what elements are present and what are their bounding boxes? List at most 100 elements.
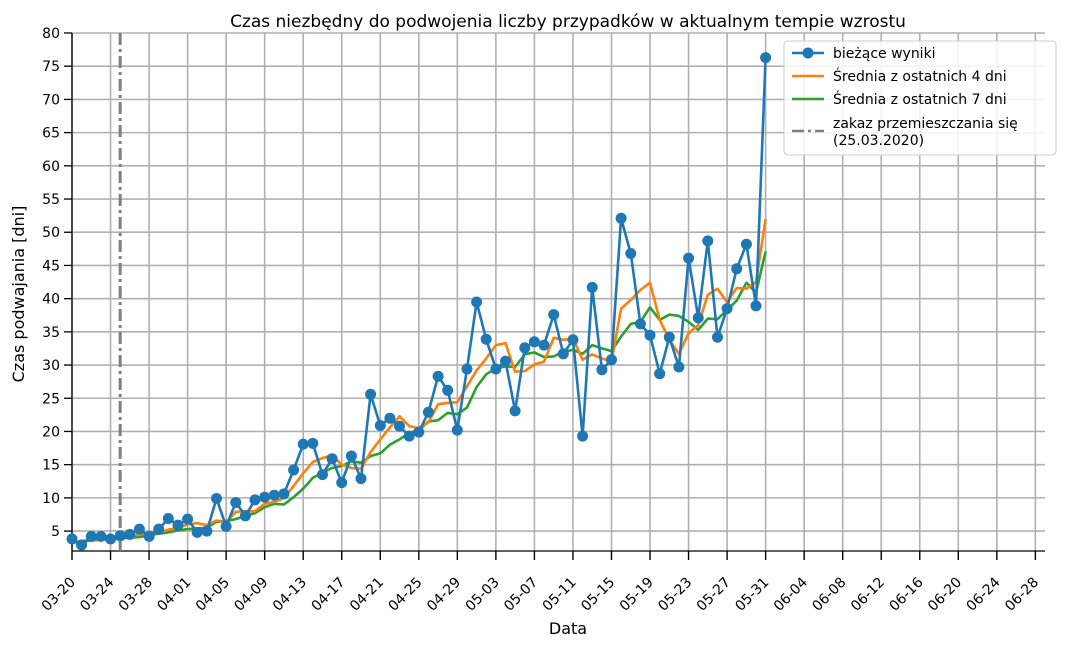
data-point bbox=[683, 252, 695, 264]
data-point bbox=[259, 491, 271, 503]
data-point bbox=[509, 405, 521, 417]
data-point bbox=[413, 426, 425, 438]
data-point bbox=[451, 424, 463, 436]
data-point bbox=[66, 533, 78, 545]
data-point bbox=[606, 354, 617, 366]
legend-label: zakaz przemieszczania się bbox=[833, 116, 1018, 132]
data-point bbox=[625, 248, 637, 259]
data-point bbox=[95, 530, 107, 542]
data-point bbox=[692, 312, 704, 324]
data-point bbox=[114, 530, 126, 542]
data-point bbox=[731, 263, 743, 275]
data-point bbox=[538, 339, 550, 351]
data-point bbox=[394, 420, 405, 432]
y-tick-label: 80 bbox=[42, 26, 60, 42]
data-point bbox=[712, 331, 723, 343]
data-point bbox=[105, 533, 116, 545]
data-point bbox=[644, 329, 656, 341]
data-point bbox=[673, 361, 685, 373]
data-point bbox=[548, 309, 560, 321]
data-point bbox=[596, 364, 608, 376]
data-point bbox=[750, 300, 762, 312]
data-point bbox=[519, 342, 531, 354]
legend-box bbox=[783, 40, 1057, 156]
data-point bbox=[422, 406, 434, 418]
y-tick-label: 25 bbox=[42, 391, 60, 407]
data-point bbox=[500, 355, 511, 367]
data-point bbox=[249, 494, 261, 506]
data-point bbox=[432, 370, 444, 382]
data-point bbox=[162, 513, 174, 524]
data-point bbox=[143, 530, 155, 542]
data-point bbox=[403, 430, 415, 442]
data-point bbox=[634, 318, 646, 330]
legend-marker bbox=[802, 47, 814, 59]
data-point bbox=[85, 530, 97, 542]
data-point bbox=[124, 528, 136, 540]
data-point bbox=[355, 473, 367, 485]
data-point bbox=[374, 420, 386, 431]
data-point bbox=[480, 333, 492, 345]
y-tick-label: 45 bbox=[42, 258, 60, 274]
y-tick-label: 65 bbox=[42, 126, 60, 142]
data-point bbox=[230, 497, 242, 508]
y-tick-label: 40 bbox=[42, 292, 60, 308]
data-point bbox=[702, 235, 714, 247]
data-point bbox=[760, 52, 772, 64]
y-tick-label: 20 bbox=[42, 424, 60, 440]
x-axis-label: Data bbox=[549, 619, 587, 638]
data-point bbox=[663, 331, 675, 343]
data-point bbox=[336, 477, 348, 489]
legend-label: Średnia z ostatnich 7 dni bbox=[833, 90, 1007, 108]
data-point bbox=[326, 453, 338, 465]
y-axis-label: Czas podwajania [dni] bbox=[9, 206, 28, 383]
chart-title: Czas niezbędny do podwojenia liczby przy… bbox=[230, 12, 906, 32]
data-point bbox=[615, 212, 627, 224]
data-point bbox=[201, 525, 213, 537]
legend-label: (25.03.2020) bbox=[833, 133, 924, 149]
data-point bbox=[278, 488, 290, 500]
data-point bbox=[528, 336, 540, 348]
data-point bbox=[239, 510, 251, 522]
data-point bbox=[182, 513, 194, 525]
data-point bbox=[76, 539, 88, 551]
y-tick-label: 50 bbox=[42, 225, 60, 241]
y-tick-label: 5 bbox=[51, 524, 60, 540]
data-point bbox=[297, 438, 309, 450]
data-point bbox=[133, 523, 145, 535]
data-point bbox=[490, 363, 502, 375]
y-tick-label: 60 bbox=[42, 159, 60, 175]
legend-label: bieżące wyniki bbox=[833, 46, 936, 62]
data-point bbox=[191, 526, 203, 538]
y-tick-label: 35 bbox=[42, 325, 60, 341]
data-point bbox=[172, 519, 184, 531]
series-lines bbox=[66, 52, 772, 551]
data-point bbox=[365, 388, 377, 400]
y-tick-label: 30 bbox=[42, 358, 60, 374]
data-point bbox=[345, 450, 357, 462]
data-point bbox=[442, 384, 454, 396]
data-point bbox=[211, 493, 222, 504]
data-point bbox=[268, 489, 280, 501]
data-point bbox=[654, 368, 666, 380]
data-point bbox=[307, 437, 319, 449]
data-point bbox=[384, 412, 396, 424]
legend-label: Średnia z ostatnich 4 dni bbox=[833, 67, 1007, 85]
y-tick-label: 15 bbox=[42, 458, 60, 474]
data-point bbox=[317, 469, 328, 481]
y-tick-label: 75 bbox=[42, 59, 60, 75]
legend: bieżące wyniki Średnia z ostatnich 4 dni Ś… bbox=[783, 40, 1057, 156]
data-point bbox=[577, 430, 589, 442]
data-point bbox=[721, 303, 733, 315]
data-point bbox=[557, 348, 569, 360]
y-tick-label: 55 bbox=[42, 192, 60, 208]
data-point bbox=[220, 520, 232, 532]
data-point bbox=[461, 363, 473, 375]
data-point bbox=[153, 523, 165, 535]
grid bbox=[71, 32, 1045, 551]
data-point bbox=[567, 334, 579, 346]
data-point bbox=[740, 238, 752, 250]
data-point bbox=[471, 296, 483, 308]
data-point bbox=[288, 464, 300, 476]
